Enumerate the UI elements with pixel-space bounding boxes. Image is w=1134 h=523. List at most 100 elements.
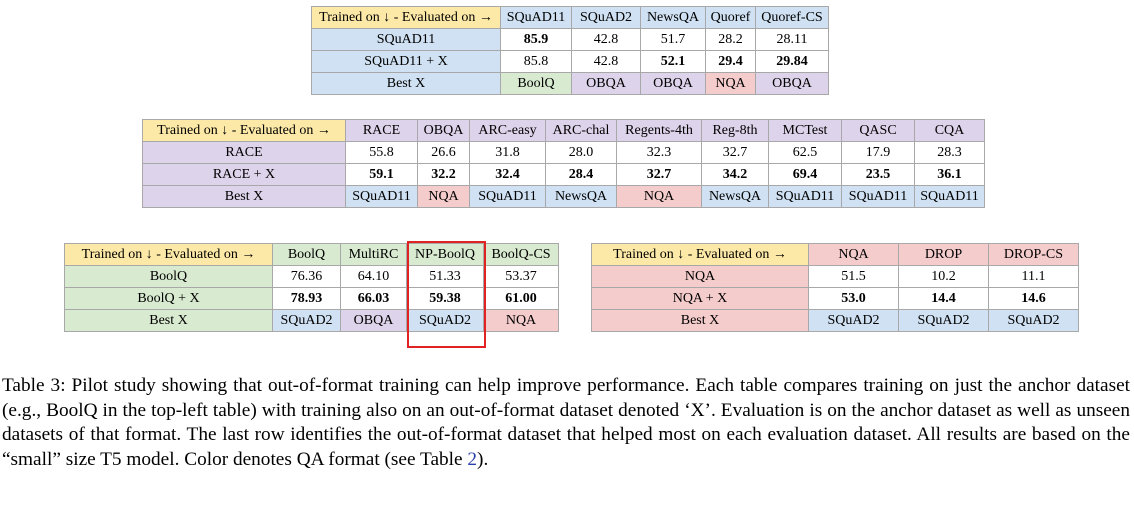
best-cell: SQuAD2: [808, 309, 899, 332]
col-header: SQuAD11: [500, 6, 572, 29]
row-label: RACE: [142, 141, 346, 164]
col-header: Quoref: [705, 6, 756, 29]
col-header: MCTest: [768, 119, 842, 142]
col-header: ARC-chal: [545, 119, 617, 142]
row-label: BoolQ: [64, 265, 273, 288]
cell: 23.5: [841, 163, 915, 186]
best-cell: OBQA: [340, 309, 407, 332]
cell: 78.93: [272, 287, 341, 310]
col-header: MultiRC: [340, 243, 407, 266]
best-cell: NQA: [417, 185, 470, 208]
cell: 55.8: [345, 141, 418, 164]
cell: 14.4: [898, 287, 989, 310]
row-label: RACE + X: [142, 163, 346, 186]
best-cell: NQA: [705, 72, 756, 95]
best-cell: OBQA: [755, 72, 829, 95]
cell: 53.0: [808, 287, 899, 310]
cell: 51.33: [406, 265, 484, 288]
caption-end: ).: [477, 448, 489, 470]
row-label: SQuAD11 + X: [311, 50, 501, 73]
col-header: BoolQ-CS: [483, 243, 559, 266]
cell: 17.9: [841, 141, 915, 164]
col-header: NQA: [808, 243, 899, 266]
best-cell: NewsQA: [701, 185, 769, 208]
cell: 10.2: [898, 265, 989, 288]
cell: 32.2: [417, 163, 470, 186]
best-cell: BoolQ: [500, 72, 572, 95]
corner-header: Trained on ↓ - Evaluated on →: [64, 243, 273, 266]
col-header: SQuAD2: [571, 6, 641, 29]
cell: 28.11: [755, 28, 829, 51]
corner-header: Trained on ↓ - Evaluated on →: [142, 119, 346, 142]
cell: 64.10: [340, 265, 407, 288]
cell: 59.1: [345, 163, 418, 186]
row-label: NQA: [591, 265, 809, 288]
cell: 52.1: [640, 50, 706, 73]
best-cell: SQuAD11: [345, 185, 418, 208]
table-caption: Table 3: Pilot study showing that out-of…: [2, 374, 1130, 472]
best-cell: SQuAD2: [406, 309, 484, 332]
cell: 29.84: [755, 50, 829, 73]
cell: 59.38: [406, 287, 484, 310]
best-cell: SQuAD2: [898, 309, 989, 332]
table-boolq: Trained on ↓ - Evaluated on → BoolQ Mult…: [64, 243, 559, 332]
table-squad11: Trained on ↓ - Evaluated on → SQuAD11 SQ…: [311, 6, 829, 95]
best-cell: SQuAD2: [272, 309, 341, 332]
cell: 66.03: [340, 287, 407, 310]
col-header: Regents-4th: [616, 119, 702, 142]
row-label: Best X: [591, 309, 809, 332]
cell: 42.8: [571, 50, 641, 73]
cell: 34.2: [701, 163, 769, 186]
col-header: NewsQA: [640, 6, 706, 29]
cell: 28.3: [914, 141, 985, 164]
cell: 32.7: [616, 163, 702, 186]
col-header: Reg-8th: [701, 119, 769, 142]
cell: 26.6: [417, 141, 470, 164]
row-label: Best X: [311, 72, 501, 95]
col-header: RACE: [345, 119, 418, 142]
cell: 76.36: [272, 265, 341, 288]
cell: 85.8: [500, 50, 572, 73]
cell: 51.5: [808, 265, 899, 288]
cell: 53.37: [483, 265, 559, 288]
best-cell: SQuAD11: [914, 185, 985, 208]
corner-header: Trained on ↓ - Evaluated on →: [311, 6, 501, 29]
cell: 42.8: [571, 28, 641, 51]
col-header: QASC: [841, 119, 915, 142]
best-cell: SQuAD11: [841, 185, 915, 208]
cell: 32.7: [701, 141, 769, 164]
cell: 85.9: [500, 28, 572, 51]
cell: 29.4: [705, 50, 756, 73]
col-header: DROP-CS: [988, 243, 1079, 266]
table-ref-link[interactable]: 2: [467, 448, 478, 470]
best-cell: SQuAD2: [988, 309, 1079, 332]
best-cell: NQA: [483, 309, 559, 332]
corner-header: Trained on ↓ - Evaluated on →: [591, 243, 809, 266]
caption-text: Table 3: Pilot study showing that out-of…: [2, 375, 1130, 470]
table-nqa: Trained on ↓ - Evaluated on → NQA DROP D…: [591, 243, 1079, 332]
col-header: Quoref-CS: [755, 6, 829, 29]
best-cell: SQuAD11: [469, 185, 546, 208]
row-label: SQuAD11: [311, 28, 501, 51]
col-header: BoolQ: [272, 243, 341, 266]
cell: 31.8: [469, 141, 546, 164]
best-cell: OBQA: [571, 72, 641, 95]
col-header: ARC-easy: [469, 119, 546, 142]
cell: 28.4: [545, 163, 617, 186]
cell: 14.6: [988, 287, 1079, 310]
table-race: Trained on ↓ - Evaluated on → RACE OBQA …: [142, 119, 985, 208]
cell: 32.3: [616, 141, 702, 164]
best-cell: NewsQA: [545, 185, 617, 208]
cell: 61.00: [483, 287, 559, 310]
col-header: NP-BoolQ: [406, 243, 484, 266]
cell: 32.4: [469, 163, 546, 186]
best-cell: NQA: [616, 185, 702, 208]
col-header: DROP: [898, 243, 989, 266]
cell: 69.4: [768, 163, 842, 186]
best-cell: OBQA: [640, 72, 706, 95]
row-label: NQA + X: [591, 287, 809, 310]
cell: 62.5: [768, 141, 842, 164]
cell: 11.1: [988, 265, 1079, 288]
row-label: Best X: [64, 309, 273, 332]
cell: 28.2: [705, 28, 756, 51]
